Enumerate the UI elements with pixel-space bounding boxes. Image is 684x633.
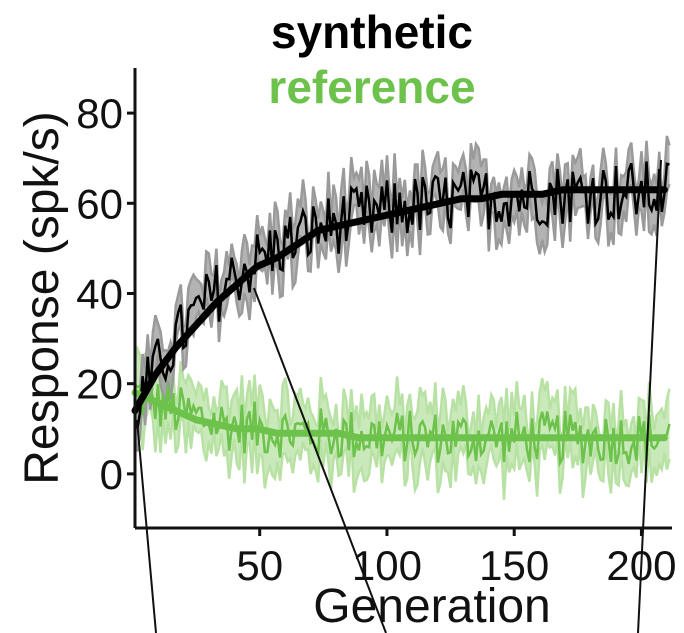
x-tick-label: 50 [236, 542, 283, 589]
y-axis-title: Response (spk/s) [16, 111, 69, 484]
y-tick-label: 0 [100, 451, 123, 498]
connector-line-left [136, 419, 157, 633]
zoom-connector-lines [136, 159, 662, 633]
y-tick-label: 60 [76, 180, 123, 227]
y-tick-label: 20 [76, 361, 123, 408]
connector-line-middle [253, 287, 387, 633]
fit-curves [131, 186, 668, 442]
x-tick-label: 150 [479, 542, 549, 589]
legend-label-synthetic: synthetic [271, 6, 473, 58]
x-axis-title: Generation [313, 580, 551, 633]
reference-band-upper [133, 345, 671, 446]
synthetic-band-lower [133, 181, 671, 452]
synthetic-band-upper [133, 135, 671, 406]
reference-mean-trace [134, 382, 671, 468]
x-tick-label: 100 [352, 542, 422, 589]
axes: 02040608050100150200GenerationResponse (… [16, 68, 676, 633]
connector-line-right [637, 159, 662, 633]
y-tick-label: 40 [76, 270, 123, 317]
y-tick-label: 80 [76, 90, 123, 137]
legend-label-reference: reference [268, 61, 475, 113]
